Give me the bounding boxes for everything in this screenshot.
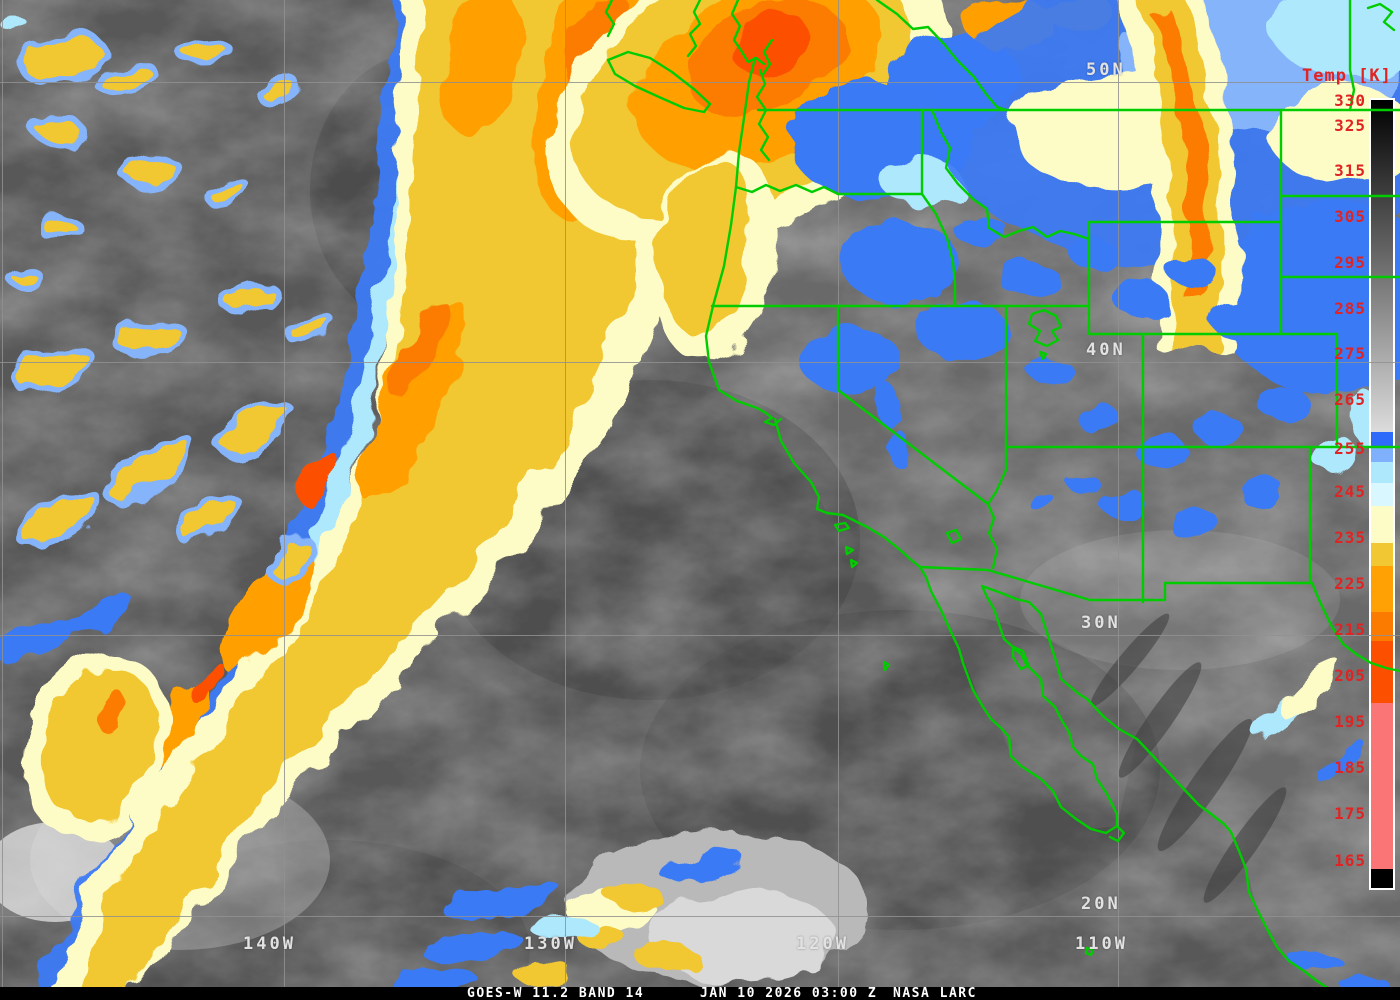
grid-label: 50N — [1086, 60, 1126, 80]
colorbar-segment — [1371, 543, 1393, 566]
colorbar-segment — [1371, 566, 1393, 612]
caption-instrument: GOES-W 11.2 BAND 14 — [467, 986, 645, 1000]
caption-credit: NASA LARC — [893, 986, 977, 1000]
colorbar-segment — [1371, 506, 1393, 543]
colorbar-segment — [1371, 869, 1393, 886]
colorbar-segment — [1371, 432, 1393, 447]
colorbar-segment — [1371, 462, 1393, 483]
colorbar-title: Temp [K] — [1302, 66, 1392, 86]
grid-label: 110W — [1075, 934, 1128, 954]
colorbar-segment — [1371, 641, 1393, 703]
colorbar-tick-label: 245 — [1334, 482, 1366, 501]
colorbar-tick-label: 185 — [1334, 758, 1366, 777]
colorbar-segment — [1371, 447, 1393, 462]
caption-bar: GOES-W 11.2 BAND 14 JAN 10 2026 03:00 Z … — [0, 986, 1400, 1000]
colorbar-tick-label: 305 — [1334, 207, 1366, 226]
grid-label: 140W — [243, 934, 296, 954]
grid-label: 30N — [1081, 613, 1121, 633]
colorbar-tick-label: 285 — [1334, 299, 1366, 318]
grid-label: 130W — [524, 934, 577, 954]
temperature-colorbar — [1369, 98, 1395, 890]
caption-datetime: JAN 10 2026 03:00 Z — [700, 986, 878, 1000]
grid-label: 120W — [796, 934, 849, 954]
grid-label: 40N — [1086, 340, 1126, 360]
colorbar-tick-label: 255 — [1334, 439, 1366, 458]
colorbar-tick-label: 265 — [1334, 390, 1366, 409]
colorbar-tick-label: 165 — [1334, 851, 1366, 870]
grid-label: 20N — [1081, 894, 1121, 914]
colorbar-tick-label: 195 — [1334, 712, 1366, 731]
colorbar-tick-label: 325 — [1334, 116, 1366, 135]
colorbar-segment — [1371, 703, 1393, 869]
colorbar-segment — [1371, 483, 1393, 506]
colorbar-tick-label: 315 — [1334, 161, 1366, 180]
colorbar-tick-label: 175 — [1334, 804, 1366, 823]
colorbar-tick-label: 225 — [1334, 574, 1366, 593]
colorbar-tick-label: 295 — [1334, 253, 1366, 272]
colorbar-tick-label: 205 — [1334, 666, 1366, 685]
colorbar-tick-label: 235 — [1334, 528, 1366, 547]
colorbar-tick-label: 275 — [1334, 344, 1366, 363]
colorbar-tick-label: 215 — [1334, 620, 1366, 639]
colorbar-segment — [1371, 612, 1393, 641]
colorbar-segment — [1371, 100, 1393, 432]
colorbar-tick-label: 330 — [1334, 91, 1366, 110]
